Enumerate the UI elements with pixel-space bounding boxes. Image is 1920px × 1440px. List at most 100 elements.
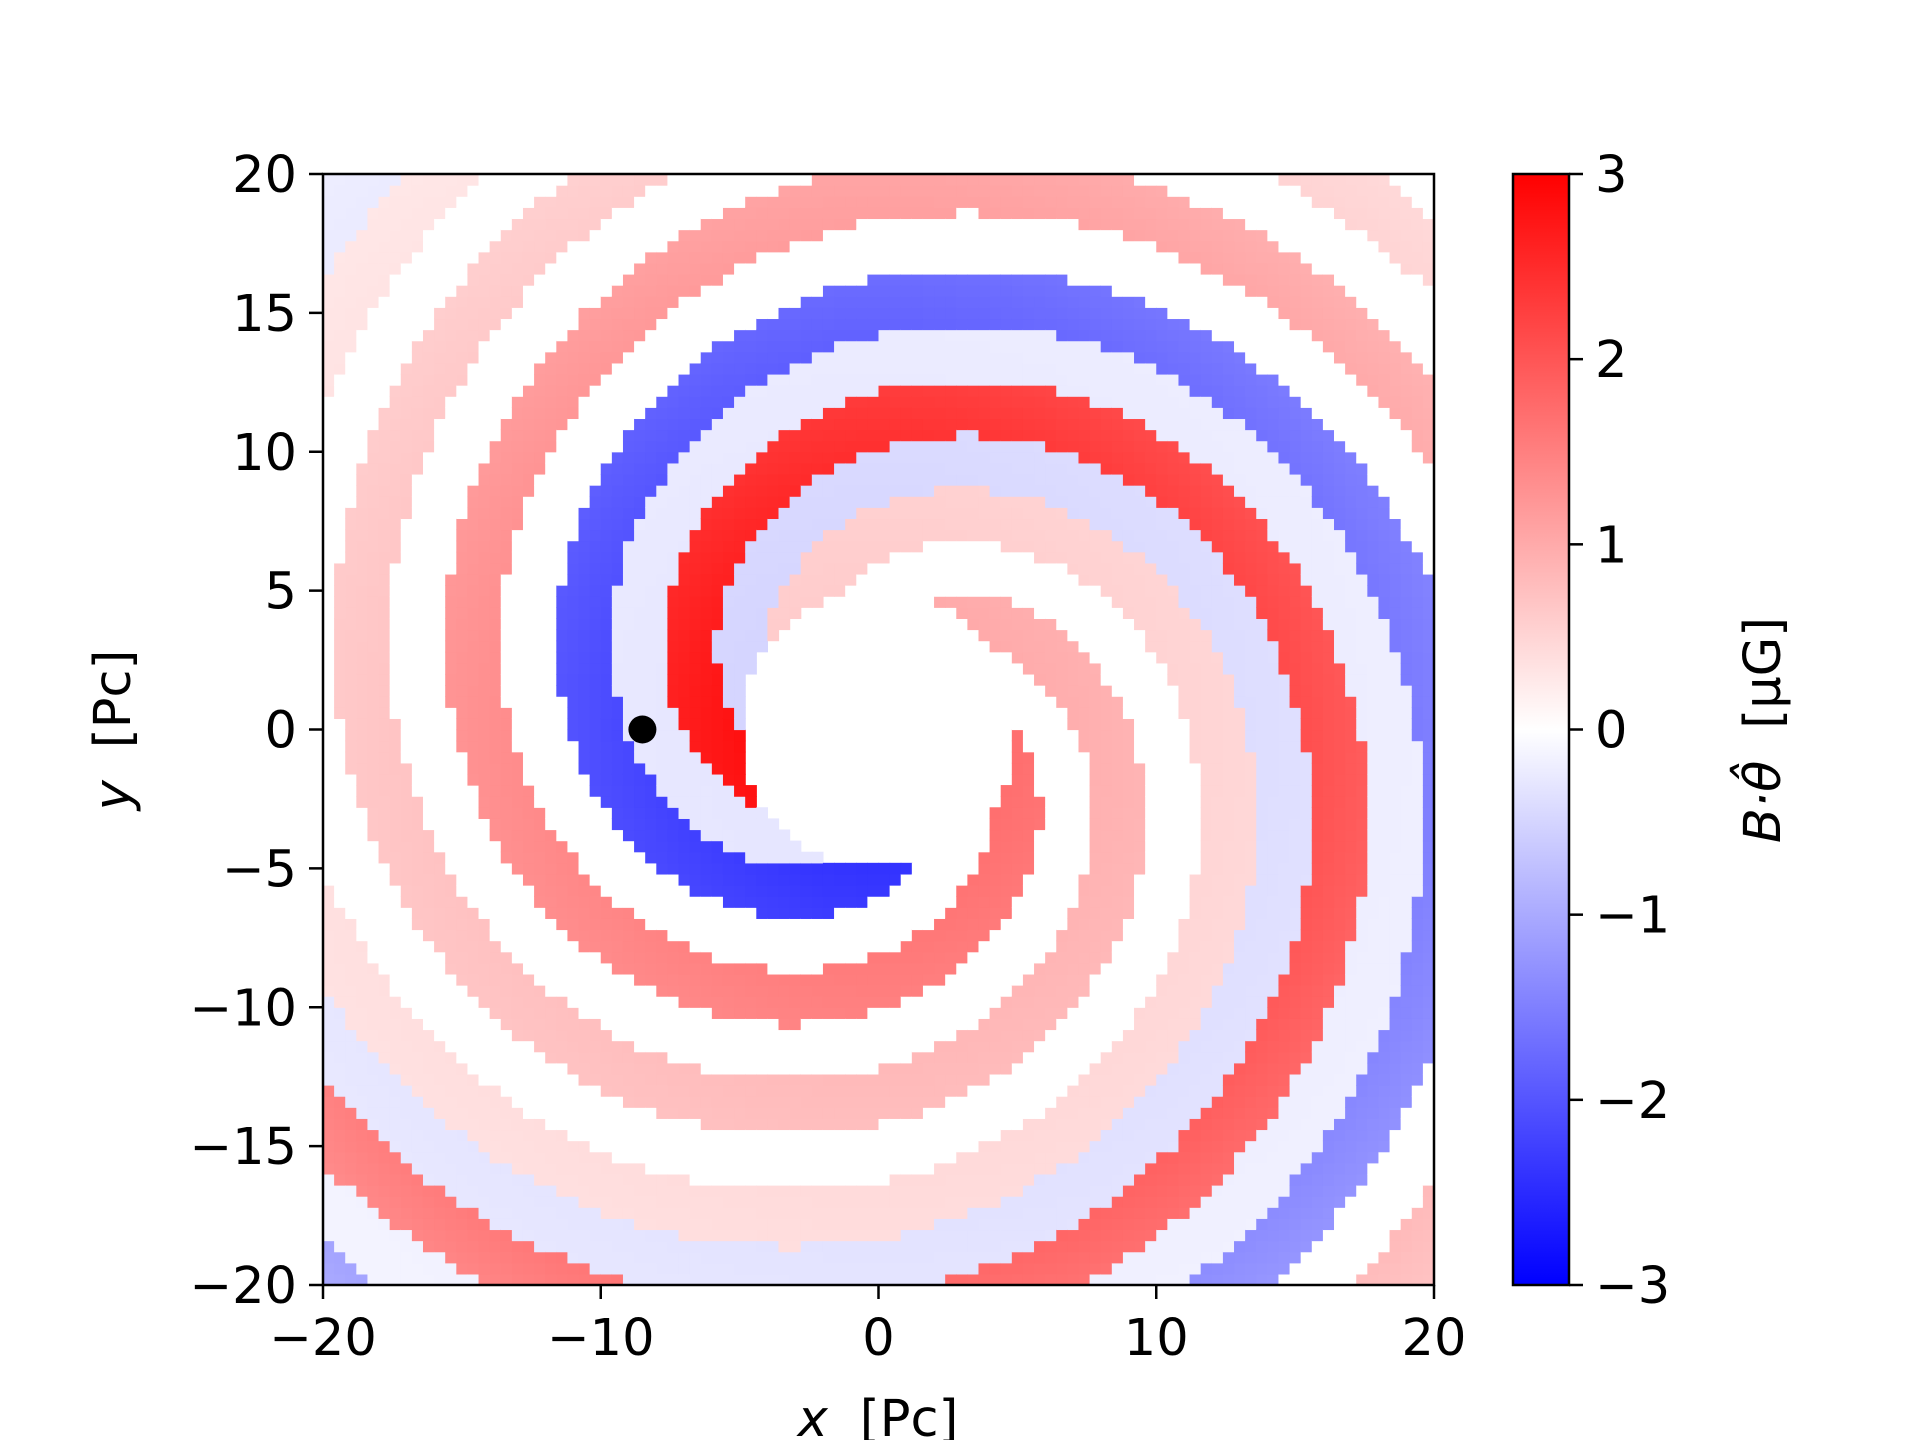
heatmap-cell (711, 485, 724, 497)
heatmap-cell (478, 585, 491, 597)
heatmap-cell (600, 896, 613, 908)
heatmap-cell (867, 540, 880, 553)
heatmap-cell (900, 1129, 913, 1142)
heatmap-cell (878, 962, 891, 975)
heatmap-cell (534, 873, 546, 886)
heatmap-cell (622, 829, 635, 842)
heatmap-cell (367, 196, 380, 208)
heatmap-cell (411, 262, 424, 275)
heatmap-cell (800, 551, 813, 564)
heatmap-cell (489, 240, 502, 253)
heatmap-cell (422, 685, 435, 697)
heatmap-cell (411, 718, 424, 731)
heatmap-cell (334, 996, 346, 1008)
heatmap-cell (500, 751, 513, 764)
heatmap-cell (878, 473, 891, 486)
heatmap-cell (467, 273, 480, 286)
heatmap-cell (645, 174, 657, 186)
heatmap-cell (711, 851, 724, 864)
heatmap-cell (756, 418, 768, 431)
heatmap-cell (445, 651, 457, 664)
heatmap-cell (411, 229, 424, 242)
heatmap-cell (489, 1007, 502, 1019)
heatmap-cell (722, 507, 735, 520)
heatmap-cell (722, 1196, 735, 1208)
heatmap-cell (611, 596, 624, 608)
heatmap-cell (545, 907, 557, 919)
heatmap-cell (522, 240, 535, 253)
heatmap-cell (478, 862, 491, 875)
heatmap-cell (323, 896, 335, 908)
heatmap-cell (889, 462, 902, 475)
heatmap-cell (656, 873, 669, 886)
heatmap-cell (722, 429, 735, 442)
heatmap-cell (600, 773, 613, 786)
heatmap-cell (567, 618, 580, 631)
heatmap-cell (867, 340, 880, 353)
heatmap-cell (511, 440, 524, 453)
heatmap-cell (800, 1207, 813, 1219)
heatmap-cell (578, 1018, 591, 1031)
heatmap-cell (634, 385, 646, 397)
heatmap-cell (656, 1240, 669, 1253)
heatmap-cell (745, 340, 757, 353)
heatmap-cell (323, 673, 335, 686)
heatmap-cell (389, 885, 402, 897)
heatmap-cell (556, 1140, 569, 1153)
heatmap-cell (356, 907, 369, 919)
heatmap-cell (889, 285, 902, 297)
heatmap-cell (600, 496, 613, 508)
heatmap-cell (722, 262, 735, 275)
heatmap-cell (878, 951, 891, 964)
heatmap-cell (700, 1107, 713, 1119)
heatmap-cell (534, 640, 546, 653)
heatmap-cell (745, 1273, 757, 1285)
heatmap-cell (611, 1107, 624, 1119)
heatmap-cell (356, 262, 369, 275)
heatmap-cell (522, 551, 535, 564)
heatmap-cell (889, 1029, 902, 1042)
heatmap-cell (822, 518, 835, 531)
heatmap-cell (889, 996, 902, 1008)
heatmap-cell (400, 540, 413, 553)
heatmap-cell (489, 829, 502, 842)
heatmap-cell (556, 429, 569, 442)
heatmap-cell (734, 207, 746, 220)
heatmap-cell (345, 785, 357, 797)
heatmap-cell (711, 1007, 724, 1019)
heatmap-cell (678, 907, 691, 919)
heatmap-cell (656, 207, 669, 220)
heatmap-cell (578, 851, 591, 864)
heatmap-cell (511, 629, 524, 642)
heatmap-cell (511, 1196, 524, 1208)
heatmap-cell (467, 1251, 480, 1264)
heatmap-cell (734, 885, 746, 897)
heatmap-cell (711, 1051, 724, 1064)
heatmap-cell (400, 607, 413, 619)
heatmap-cell (611, 585, 624, 597)
heatmap-cell (678, 673, 691, 686)
heatmap-cell (622, 473, 635, 486)
heatmap-cell (467, 407, 480, 420)
heatmap-cell (700, 718, 713, 731)
heatmap-cell (878, 362, 891, 375)
heatmap-cell (556, 896, 569, 908)
heatmap-cell (378, 818, 391, 831)
heatmap-cell (378, 585, 391, 597)
heatmap-cell (600, 351, 613, 364)
heatmap-cell (722, 929, 735, 942)
heatmap-cell (811, 596, 824, 608)
heatmap-cell (822, 485, 835, 497)
heatmap-cell (422, 918, 435, 931)
heatmap-cell (689, 707, 702, 719)
heatmap-cell (422, 473, 435, 486)
heatmap-cell (345, 185, 357, 197)
heatmap-cell (522, 451, 535, 464)
heatmap-cell (867, 185, 880, 197)
heatmap-cell (556, 1273, 569, 1285)
heatmap-cell (667, 851, 680, 864)
heatmap-cell (367, 1162, 380, 1175)
heatmap-cell (367, 662, 380, 675)
heatmap-cell (767, 862, 780, 875)
heatmap-cell (522, 785, 535, 797)
